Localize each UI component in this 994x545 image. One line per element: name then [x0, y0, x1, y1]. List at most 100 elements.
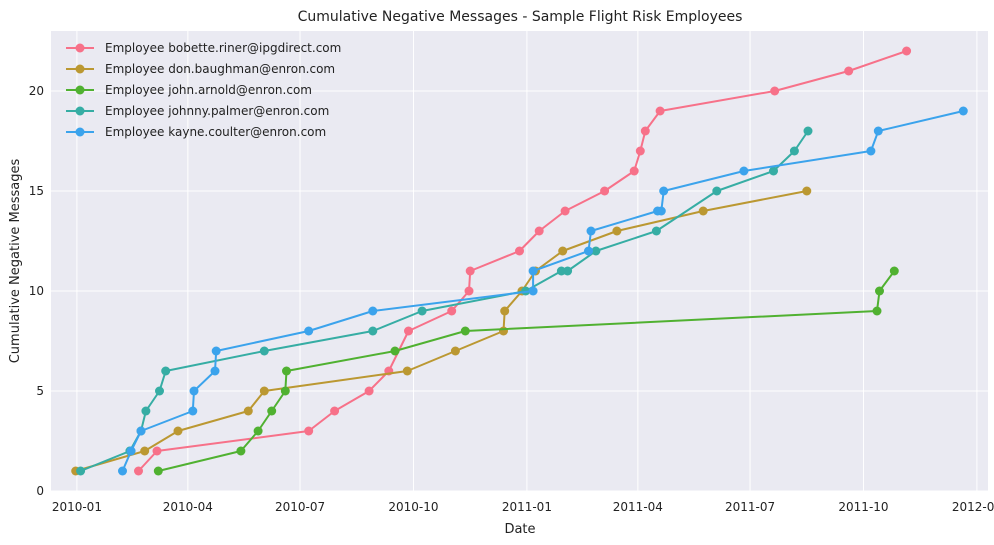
data-point — [659, 186, 669, 196]
data-point — [651, 226, 661, 236]
x-tick-label: 2011-04 — [613, 500, 663, 514]
data-point — [739, 166, 749, 176]
x-tick-label: 2011-01 — [502, 500, 552, 514]
y-tick-label: 20 — [29, 84, 44, 98]
data-point — [789, 146, 799, 156]
x-tick-label: 2010-10 — [388, 500, 438, 514]
data-point — [873, 126, 883, 136]
data-point — [330, 406, 340, 416]
data-point — [769, 166, 778, 176]
x-tick-labels: 2010-01 2010-04 2010-07 2010-10 2011-01 2011-… — [52, 500, 994, 514]
data-point — [141, 406, 151, 416]
data-point — [152, 446, 162, 456]
data-point — [558, 246, 568, 256]
x-axis-label: Date — [504, 522, 535, 537]
data-point — [770, 86, 780, 96]
data-point — [76, 466, 86, 476]
data-point — [560, 206, 570, 216]
data-point — [635, 146, 645, 156]
data-point — [368, 326, 378, 336]
legend-marker — [75, 64, 85, 74]
data-point — [211, 346, 221, 356]
legend-label: Employee kayne.coulter@enron.com — [105, 125, 326, 139]
x-tick-label: 2010-04 — [163, 500, 213, 514]
data-point — [872, 306, 882, 316]
data-point — [243, 406, 253, 416]
legend-marker — [75, 106, 85, 116]
legend-label: Employee johnny.palmer@enron.com — [105, 104, 329, 118]
legend-marker — [75, 127, 85, 137]
data-point — [460, 326, 470, 336]
data-point — [236, 446, 246, 456]
x-tick-label: 2010-07 — [275, 500, 325, 514]
legend-marker — [75, 85, 85, 95]
data-point — [563, 266, 573, 276]
data-point — [404, 326, 413, 336]
data-point — [402, 366, 412, 376]
data-point — [875, 286, 884, 296]
grid — [51, 31, 988, 492]
legend-item: Employee kayne.coulter@enron.com — [66, 125, 326, 139]
data-point — [612, 226, 622, 236]
data-point — [368, 306, 378, 316]
data-point — [556, 266, 566, 276]
data-point — [267, 406, 277, 416]
data-point — [803, 126, 813, 136]
data-point — [600, 186, 610, 196]
y-tick-label: 5 — [36, 384, 44, 398]
data-point — [188, 406, 198, 416]
data-point — [866, 146, 876, 156]
data-point — [136, 426, 146, 436]
legend: Employee bobette.riner@ipgdirect.com Empl… — [66, 41, 341, 139]
legend-item: Employee johnny.palmer@enron.com — [66, 104, 329, 118]
x-tick-label: 2012-01 — [952, 500, 994, 514]
data-point — [499, 326, 508, 336]
series-5 — [118, 106, 968, 476]
plot-area — [51, 31, 988, 491]
data-point — [528, 266, 538, 276]
data-point — [629, 166, 639, 176]
data-point — [958, 106, 968, 116]
x-tick-label: 2010-01 — [52, 500, 102, 514]
legend-label: Employee bobette.riner@ipgdirect.com — [105, 41, 341, 55]
legend-label: Employee john.arnold@enron.com — [105, 83, 312, 97]
legend-marker — [75, 43, 85, 53]
data-point — [698, 206, 708, 216]
series-group — [71, 46, 968, 476]
data-point — [902, 46, 912, 56]
y-tick-label: 0 — [36, 484, 44, 498]
data-point — [656, 206, 666, 216]
data-point — [173, 426, 183, 436]
data-point — [118, 466, 127, 476]
x-tick-label: 2011-10 — [838, 500, 888, 514]
data-point — [450, 346, 460, 356]
data-point — [253, 426, 263, 436]
data-point — [140, 446, 150, 456]
x-tick-label: 2011-07 — [725, 500, 775, 514]
series-3 — [153, 266, 899, 476]
legend-item: Employee john.arnold@enron.com — [66, 83, 312, 97]
legend-item: Employee don.baughman@enron.com — [66, 62, 335, 76]
data-point — [889, 266, 899, 276]
legend-label: Employee don.baughman@enron.com — [105, 62, 335, 76]
data-point — [447, 306, 457, 316]
y-tick-label: 15 — [29, 184, 44, 198]
data-point — [259, 386, 269, 396]
data-point — [500, 306, 510, 316]
data-point — [153, 466, 163, 476]
data-point — [280, 386, 290, 396]
y-tick-labels: 0 5 10 15 20 — [29, 84, 44, 498]
data-point — [640, 126, 650, 136]
data-point — [655, 106, 665, 116]
data-point — [259, 346, 269, 356]
series-4 — [76, 126, 813, 476]
data-point — [515, 246, 524, 256]
data-point — [528, 286, 538, 296]
data-point — [802, 186, 812, 196]
data-point — [161, 366, 171, 376]
y-axis-label: Cumulative Negative Messages — [8, 159, 23, 364]
data-point — [304, 326, 314, 336]
legend-item: Employee bobette.riner@ipgdirect.com — [66, 41, 341, 55]
data-point — [210, 366, 220, 376]
